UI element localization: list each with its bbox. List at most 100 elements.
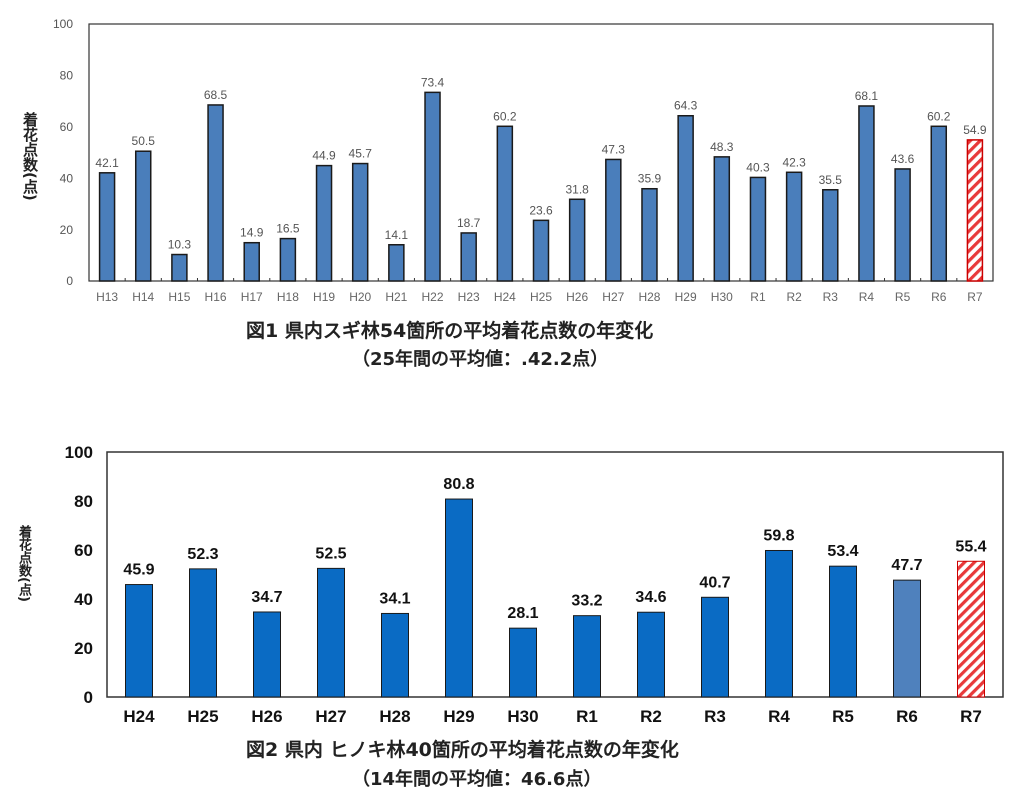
bar-H20 bbox=[351, 162, 369, 282]
data-label-R6: 60.2 bbox=[927, 109, 951, 123]
x-tick-label-R7: R7 bbox=[967, 290, 983, 304]
data-label-H22: 73.4 bbox=[421, 75, 445, 89]
bar-R6 bbox=[930, 125, 948, 282]
x-tick-label-H27: H27 bbox=[602, 290, 624, 304]
y-tick-label: 40 bbox=[60, 171, 74, 185]
data-label-R1: 40.3 bbox=[746, 160, 770, 174]
x-tick-label-H28: H28 bbox=[379, 707, 410, 726]
bar-R2 bbox=[785, 171, 803, 282]
data-label-H27: 47.3 bbox=[602, 142, 626, 156]
data-label-H26: 34.7 bbox=[251, 589, 282, 606]
x-tick-label-H24: H24 bbox=[123, 707, 155, 726]
chart-1-title: 図1 県内スギ林54箇所の平均着花点数の年変化 bbox=[246, 320, 654, 342]
bar-R4 bbox=[765, 549, 793, 698]
bar-H22 bbox=[424, 91, 441, 282]
x-tick-label-H24: H24 bbox=[494, 290, 516, 304]
data-label-H17: 14.9 bbox=[240, 226, 264, 240]
bar-H21 bbox=[388, 244, 405, 282]
bar-H26 bbox=[253, 611, 281, 698]
y-tick-label: 60 bbox=[60, 120, 74, 134]
data-label-H19: 44.9 bbox=[312, 149, 336, 163]
chart-2-subtitle: （14年間の平均値：46.6点） bbox=[352, 769, 602, 790]
bar-H24 bbox=[496, 125, 514, 282]
data-label-R7: 54.9 bbox=[963, 123, 987, 137]
x-tick-label-H27: H27 bbox=[315, 707, 346, 726]
x-tick-label-H29: H29 bbox=[443, 707, 474, 726]
data-label-R6: 47.7 bbox=[891, 557, 922, 574]
x-tick-label-H13: H13 bbox=[96, 290, 118, 304]
x-tick-label-R2: R2 bbox=[640, 707, 662, 726]
data-label-H29: 80.8 bbox=[443, 476, 474, 493]
bar-H27 bbox=[317, 567, 345, 698]
data-label-H18: 16.5 bbox=[276, 222, 300, 236]
bar-H19 bbox=[315, 164, 333, 282]
data-label-H21: 14.1 bbox=[385, 228, 409, 242]
bar-H15 bbox=[171, 253, 188, 282]
bar-H25 bbox=[189, 568, 217, 698]
data-label-H23: 18.7 bbox=[457, 216, 481, 230]
y-tick-label: 100 bbox=[53, 17, 73, 31]
bar-H30 bbox=[713, 156, 731, 282]
data-label-H25: 23.6 bbox=[529, 203, 553, 217]
bar-H28 bbox=[641, 187, 658, 282]
bar-R6 bbox=[893, 579, 921, 698]
bar-R7 bbox=[966, 139, 984, 282]
x-tick-label-H20: H20 bbox=[349, 290, 371, 304]
x-tick-label-R4: R4 bbox=[859, 290, 875, 304]
x-tick-label-H28: H28 bbox=[638, 290, 660, 304]
x-tick-label-H30: H30 bbox=[711, 290, 733, 304]
data-label-H30: 28.1 bbox=[507, 605, 538, 622]
bar-R4 bbox=[858, 105, 875, 282]
data-label-H13: 42.1 bbox=[95, 156, 119, 170]
x-tick-label-H26: H26 bbox=[251, 707, 282, 726]
data-label-H15: 10.3 bbox=[168, 238, 192, 252]
x-tick-label-R2: R2 bbox=[786, 290, 802, 304]
data-label-H14: 50.5 bbox=[132, 134, 156, 148]
x-tick-label-H23: H23 bbox=[458, 290, 480, 304]
x-tick-label-R1: R1 bbox=[750, 290, 766, 304]
data-label-R5: 53.4 bbox=[827, 543, 858, 560]
bar-H18 bbox=[279, 237, 297, 282]
data-label-H16: 68.5 bbox=[204, 88, 228, 102]
bar-H27 bbox=[605, 158, 622, 282]
x-tick-label-H29: H29 bbox=[675, 290, 697, 304]
x-tick-label-R7: R7 bbox=[960, 707, 982, 726]
chart-1-y-axis-label: 着花点数(点) bbox=[21, 112, 39, 201]
y-tick-label: 60 bbox=[74, 541, 93, 560]
bar-H16 bbox=[207, 104, 224, 282]
chart-2-hinoki: 0 20 40 60 80 100 45.9 H24 52.3 H25 34.7 H26 52.5 H27… bbox=[65, 443, 1004, 726]
chart-1-subtitle: （25年間の平均値：.42.2点） bbox=[352, 349, 609, 370]
data-label-R7: 55.4 bbox=[955, 538, 986, 555]
bar-H29 bbox=[677, 114, 694, 282]
bar-H28 bbox=[381, 612, 409, 698]
x-tick-label-H26: H26 bbox=[566, 290, 588, 304]
data-label-H29: 64.3 bbox=[674, 99, 698, 113]
x-tick-label-R1: R1 bbox=[576, 707, 598, 726]
x-tick-label-R5: R5 bbox=[832, 707, 854, 726]
data-label-R3: 40.7 bbox=[699, 574, 730, 591]
data-label-H20: 45.7 bbox=[349, 147, 373, 161]
chart-1-suginoki: 0 20 40 60 80 100 42.1 H13 50.5 H14 10.3 H15 68.5 H16… bbox=[53, 17, 994, 304]
x-tick-label-H15: H15 bbox=[168, 290, 190, 304]
x-tick-label-R3: R3 bbox=[704, 707, 726, 726]
y-tick-label: 20 bbox=[60, 223, 74, 237]
bar-R3 bbox=[822, 189, 839, 282]
data-label-R4: 68.1 bbox=[855, 89, 879, 103]
bar-H14 bbox=[134, 150, 152, 282]
bar-R1 bbox=[573, 615, 601, 698]
x-tick-label-H18: H18 bbox=[277, 290, 299, 304]
x-tick-label-R4: R4 bbox=[768, 707, 790, 726]
x-tick-label-H14: H14 bbox=[132, 290, 154, 304]
x-tick-label-H21: H21 bbox=[385, 290, 407, 304]
chart-2-title: 図2 県内 ヒノキ林40箇所の平均着花点数の年変化 bbox=[246, 739, 679, 761]
data-label-H28: 35.9 bbox=[638, 172, 662, 186]
data-label-R2: 42.3 bbox=[782, 155, 806, 169]
data-label-H27: 52.5 bbox=[315, 545, 346, 562]
plot-area-frame bbox=[106, 451, 1004, 698]
bar-H17 bbox=[243, 241, 260, 282]
bar-R1 bbox=[749, 176, 767, 282]
y-tick-label: 80 bbox=[60, 69, 74, 83]
data-label-H28: 34.1 bbox=[379, 590, 410, 607]
bar-R5 bbox=[829, 565, 857, 698]
